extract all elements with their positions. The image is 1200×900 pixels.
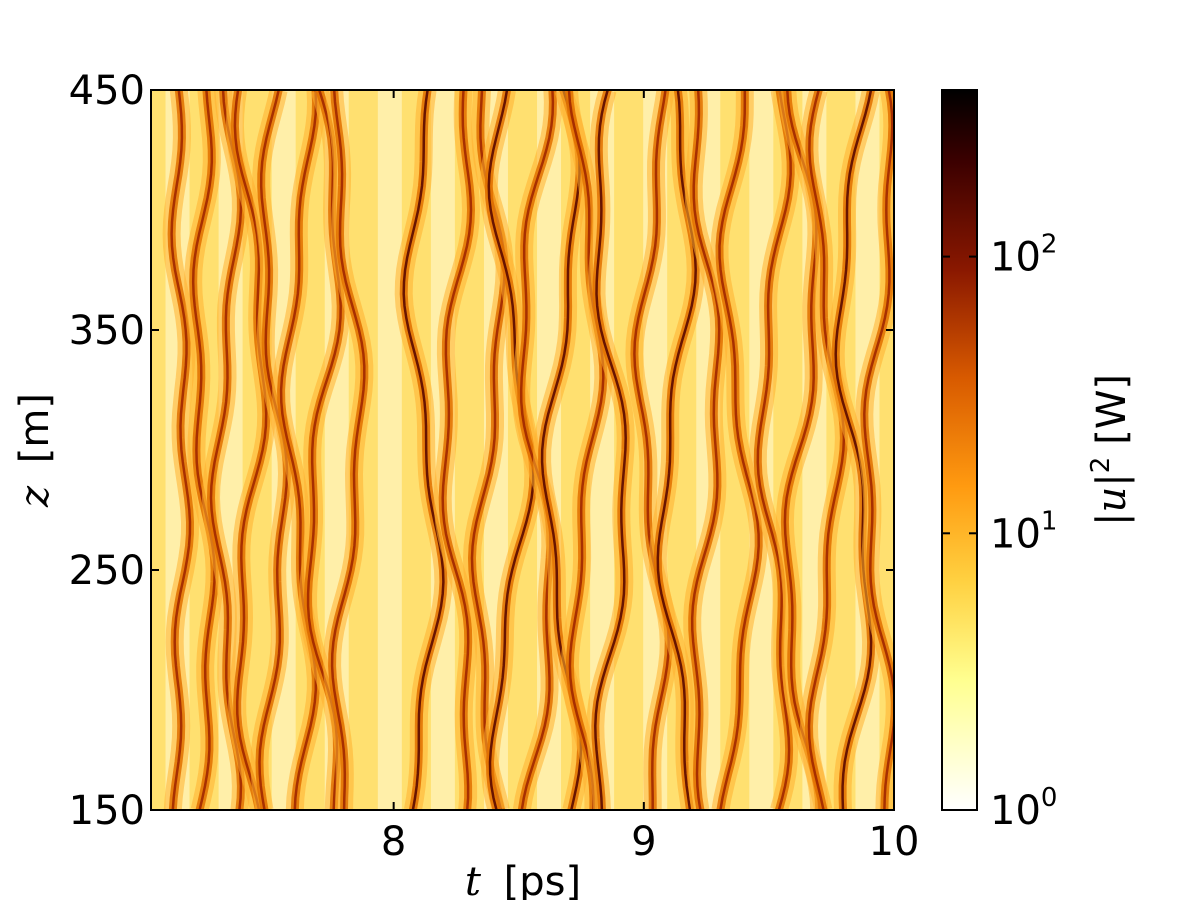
filament-core: [718, 90, 760, 810]
colorbar-label-var: |u|: [1089, 473, 1135, 526]
filament-core: [170, 90, 192, 810]
filament-core: [441, 90, 473, 810]
filament-core: [756, 90, 792, 810]
x-axis-label-unit: [ps]: [504, 859, 581, 900]
colorbar-label: |u|2 [W]: [1086, 374, 1135, 526]
plot-frame: [150, 89, 895, 811]
colorbar-tick-label: 101: [990, 506, 1057, 557]
filament-core: [191, 90, 216, 810]
heatmap-background-band: [377, 90, 402, 810]
x-tick-label: 10: [869, 819, 920, 865]
filament-core: [519, 90, 555, 810]
y-tick-label: 150: [69, 788, 145, 834]
filament-core: [233, 90, 268, 810]
y-axis-label-var: z: [12, 485, 58, 508]
filament-core: [279, 90, 318, 810]
filament-core: [807, 90, 846, 810]
y-tick-label: 450: [69, 68, 145, 114]
filament-core: [402, 90, 445, 810]
colorbar-tick-label: 102: [990, 230, 1057, 281]
y-tick-label: 350: [69, 308, 145, 354]
y-tick-label: 250: [69, 548, 145, 594]
colorbar-gradient: [941, 89, 978, 811]
filament-core: [594, 90, 627, 810]
filament-core: [209, 90, 243, 810]
colorbar-label-exp: 2: [1086, 457, 1116, 474]
filament-core: [690, 90, 721, 810]
filament-core: [567, 90, 605, 810]
x-tick-label: 8: [381, 819, 406, 865]
x-axis-label: t [ps]: [465, 859, 581, 900]
heatmap-plot-area: [150, 89, 895, 811]
colorbar: 100 101 102 |u|2 [W]: [941, 89, 1135, 834]
x-axis: 8 9 10: [381, 90, 920, 865]
filament-core: [834, 90, 873, 810]
y-axis-label: z [m]: [12, 393, 58, 508]
colorbar-ticks: 100 101 102: [942, 230, 1057, 834]
x-axis-label-var: t: [465, 859, 482, 900]
filament-core: [330, 90, 366, 810]
x-tick-label: 9: [631, 819, 656, 865]
y-axis: 150 250 350 450: [69, 68, 894, 834]
filament-core: [633, 90, 670, 810]
colorbar-label-unit: [W]: [1089, 374, 1135, 445]
y-axis-label-unit: [m]: [12, 393, 58, 463]
colorbar-tick-label: 100: [990, 783, 1057, 834]
